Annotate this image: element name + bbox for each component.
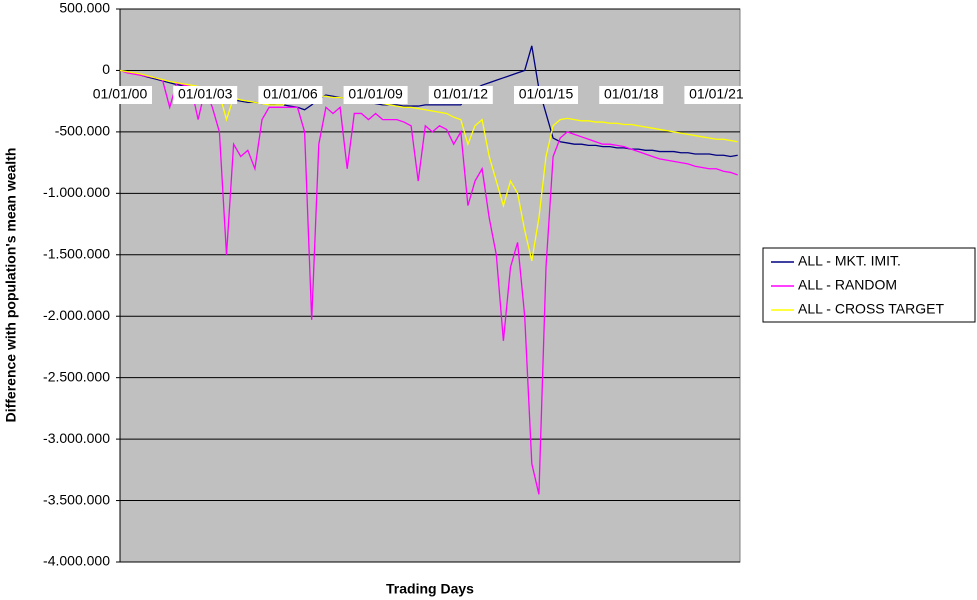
y-tick-label: -1.500.000 [43,245,110,261]
x-tick-label-bg [343,86,408,104]
y-tick-label: -500.000 [55,123,110,139]
y-tick-label: 500.000 [59,0,110,16]
x-tick-label-bg [88,86,152,104]
x-tick-label: 01/01/15 [519,86,574,102]
y-tick-label: -1.000.000 [43,184,110,200]
x-tick-label: 01/01/03 [178,86,233,102]
x-tick-label: 01/01/21 [689,86,744,102]
x-tick-label-bg [514,86,578,104]
y-tick-label: -4.000.000 [43,553,110,569]
x-tick-label: 01/01/09 [348,86,403,102]
y-tick-label: 0 [102,61,110,77]
x-tick-label: 01/01/12 [434,86,489,102]
y-axis-title: Difference with population's mean wealth [3,148,19,423]
legend-label: ALL - RANDOM [798,277,897,293]
legend-label: ALL - MKT. IMIT. [798,253,901,269]
x-tick-label: 01/01/00 [93,86,148,102]
data-line [119,69,738,495]
y-tick-label: -3.500.000 [43,491,110,507]
legend-box [762,247,976,323]
y-tick-label: -2.000.000 [43,307,110,323]
legend-label: ALL - CROSS TARGET [798,301,944,317]
x-tick-label-bg [173,86,238,104]
x-tick-label-bg [599,86,664,104]
y-tick-label: -2.500.000 [43,368,110,384]
x-tick-label: 01/01/06 [263,86,318,102]
x-tick-label-bg [684,86,749,104]
x-tick-label-bg [428,86,493,104]
y-tick-label: -3.000.000 [43,430,110,446]
x-tick-label-bg [258,86,323,104]
x-tick-label: 01/01/18 [604,86,659,102]
data-line [119,69,738,262]
x-axis-title: Trading Days [386,581,474,597]
